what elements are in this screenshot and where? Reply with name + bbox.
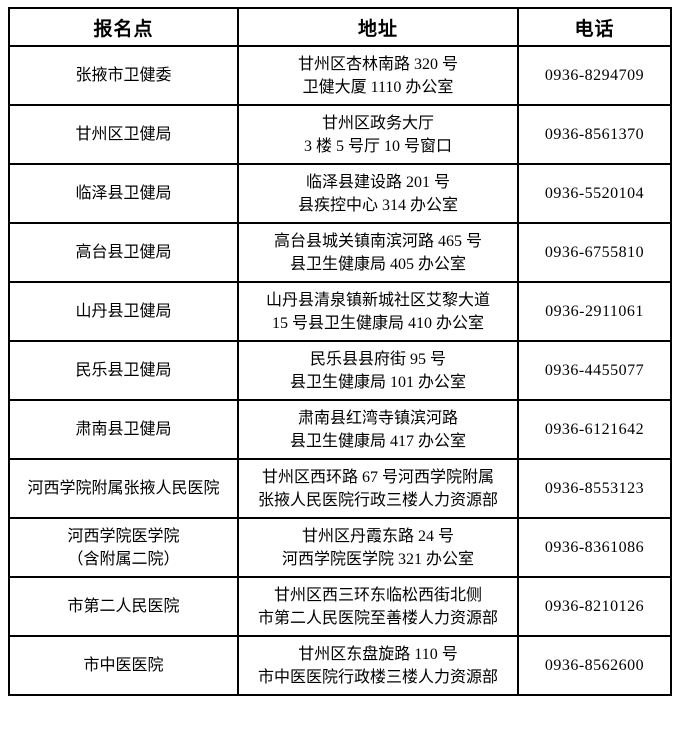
registration-site-cell: 山丹县卫健局 [8, 281, 239, 342]
cell-text-line: 张掖人民医院行政三楼人力资源部 [257, 491, 498, 509]
table-row: 张掖市卫健委 甘州区杏林南路 320 号卫健大厦 1110 办公室 0936-829… [8, 45, 672, 106]
address-cell: 高台县城关镇南滨河路 465 号县卫生健康局 405 办公室 [237, 222, 519, 283]
cell-text-line: 河西学院医学院 [67, 527, 180, 545]
registration-site-cell: 河西学院附属张掖人民医院 [8, 458, 239, 519]
cell-text-line: 临泽县卫健局 [75, 185, 172, 202]
cell-text-line: （含附属二院） [67, 550, 180, 568]
cell-text-line: 甘州区卫健局 [75, 126, 172, 143]
cell-text-line: 河西学院附属张掖人民医院 [27, 480, 220, 497]
header-row: 报名点 地址 电话 [8, 7, 672, 47]
phone-number: 0936-8210126 [544, 598, 645, 615]
address-cell: 甘州区政务大厅 3 楼 5 号厅 10 号窗口 [237, 104, 519, 165]
address-cell: 甘州区西环路 67 号河西学院附属 张掖人民医院行政三楼人力资源部 [237, 458, 519, 519]
table-row: 市第二人民医院 甘州区西三环东临松西街北侧 市第二人民医院至善楼人力资源部 0936-… [8, 576, 672, 637]
address-cell: 甘州区杏林南路 320 号卫健大厦 1110 办公室 [237, 45, 519, 106]
cell-text-line: 高台县卫健局 [75, 244, 172, 261]
phone-number: 0936-4455077 [544, 362, 645, 379]
cell-text-line: 甘州区西环路 67 号河西学院附属 [261, 468, 494, 486]
header-phone: 电话 [517, 7, 672, 47]
registration-site-cell: 河西学院医学院 （含附属二院） [8, 517, 239, 578]
registration-points-table: 报名点 地址 电话 张掖市卫健委 甘州区杏林南路 320 号卫健大厦 1110 办… [8, 7, 672, 696]
cell-text-line: 甘州区丹霞东路 24 号 [301, 527, 454, 545]
cell-text-line: 民乐县卫健局 [75, 362, 172, 379]
phone-number: 0936-5520104 [544, 185, 645, 202]
address-cell: 民乐县县府街 95 号县卫生健康局 101 办公室 [237, 340, 519, 401]
cell-text-line: 肃南县红湾寺镇滨河路 [297, 409, 458, 427]
header-address: 地址 [237, 7, 519, 47]
table-row: 河西学院医学院 （含附属二院） 甘州区丹霞东路 24 号河西学院医学院 321 办公… [8, 517, 672, 578]
table-row: 民乐县卫健局 民乐县县府街 95 号县卫生健康局 101 办公室 0936-4455… [8, 340, 672, 401]
phone-cell: 0936-8294709 [517, 45, 672, 106]
phone-cell: 0936-8553123 [517, 458, 672, 519]
table-row: 临泽县卫健局 临泽县建设路 201 号县疾控中心 314 办公室 0936-5520… [8, 163, 672, 224]
phone-number: 0936-8553123 [544, 480, 645, 497]
phone-cell: 0936-6121642 [517, 399, 672, 460]
cell-text-line: 临泽县建设路 201 号 [305, 173, 450, 191]
phone-cell: 0936-8561370 [517, 104, 672, 165]
cell-text-line: 高台县城关镇南滨河路 465 号 [273, 232, 482, 250]
cell-text-line: 县疾控中心 314 办公室 [297, 196, 458, 214]
phone-number: 0936-6121642 [544, 421, 645, 438]
cell-text-line: 县卫生健康局 101 办公室 [289, 373, 466, 391]
phone-number: 0936-8294709 [544, 67, 645, 84]
phone-cell: 0936-6755810 [517, 222, 672, 283]
phone-number: 0936-8361086 [544, 539, 645, 556]
registration-site-cell: 甘州区卫健局 [8, 104, 239, 165]
registration-site-cell: 高台县卫健局 [8, 222, 239, 283]
table-row: 高台县卫健局 高台县城关镇南滨河路 465 号县卫生健康局 405 办公室 0936… [8, 222, 672, 283]
cell-text-line: 市中医医院行政楼三楼人力资源部 [257, 668, 498, 686]
cell-text-line: 甘州区西三环东临松西街北侧 [273, 586, 482, 604]
address-cell: 临泽县建设路 201 号县疾控中心 314 办公室 [237, 163, 519, 224]
registration-site-cell: 市第二人民医院 [8, 576, 239, 637]
cell-text-line: 山丹县清泉镇新城社区艾黎大道 [265, 291, 490, 309]
address-cell: 甘州区东盘旋路 110 号市中医医院行政楼三楼人力资源部 [237, 635, 519, 696]
phone-number: 0936-8562600 [544, 657, 645, 674]
address-cell: 山丹县清泉镇新城社区艾黎大道 15 号县卫生健康局 410 办公室 [237, 281, 519, 342]
cell-text-line: 市中医医院 [83, 657, 164, 674]
phone-cell: 0936-2911061 [517, 281, 672, 342]
phone-number: 0936-2911061 [545, 303, 644, 320]
table-row: 山丹县卫健局 山丹县清泉镇新城社区艾黎大道 15 号县卫生健康局 410 办公室 09… [8, 281, 672, 342]
table-body: 张掖市卫健委 甘州区杏林南路 320 号卫健大厦 1110 办公室 0936-829… [8, 45, 672, 696]
cell-text-line: 市第二人民医院至善楼人力资源部 [257, 609, 498, 627]
header-site: 报名点 [8, 7, 239, 47]
address-cell: 甘州区丹霞东路 24 号河西学院医学院 321 办公室 [237, 517, 519, 578]
registration-site-cell: 肃南县卫健局 [8, 399, 239, 460]
table-row: 甘州区卫健局 甘州区政务大厅 3 楼 5 号厅 10 号窗口 0936-8561370 [8, 104, 672, 165]
cell-text-line: 3 楼 5 号厅 10 号窗口 [303, 137, 452, 155]
cell-text-line: 河西学院医学院 321 办公室 [281, 550, 474, 568]
table-row: 市中医医院 甘州区东盘旋路 110 号市中医医院行政楼三楼人力资源部 0936-85… [8, 635, 672, 696]
cell-text-line: 甘州区东盘旋路 110 号 [298, 645, 458, 663]
table-row: 河西学院附属张掖人民医院 甘州区西环路 67 号河西学院附属 张掖人民医院行政三楼人… [8, 458, 672, 519]
registration-site-cell: 民乐县卫健局 [8, 340, 239, 401]
cell-text-line: 甘州区政务大厅 [321, 114, 434, 132]
cell-text-line: 卫健大厦 1110 办公室 [302, 78, 454, 96]
cell-text-line: 山丹县卫健局 [75, 303, 172, 320]
table-row: 肃南县卫健局 肃南县红湾寺镇滨河路 县卫生健康局 417 办公室 0936-61216… [8, 399, 672, 460]
cell-text-line: 县卫生健康局 405 办公室 [289, 255, 466, 273]
registration-site-cell: 临泽县卫健局 [8, 163, 239, 224]
cell-text-line: 县卫生健康局 417 办公室 [289, 432, 466, 450]
phone-cell: 0936-8210126 [517, 576, 672, 637]
cell-text-line: 民乐县县府街 95 号 [309, 350, 446, 368]
phone-number: 0936-8561370 [544, 126, 645, 143]
phone-cell: 0936-4455077 [517, 340, 672, 401]
phone-number: 0936-6755810 [544, 244, 645, 261]
cell-text-line: 15 号县卫生健康局 410 办公室 [271, 314, 484, 332]
phone-cell: 0936-8562600 [517, 635, 672, 696]
registration-site-cell: 张掖市卫健委 [8, 45, 239, 106]
phone-cell: 0936-5520104 [517, 163, 672, 224]
cell-text-line: 甘州区杏林南路 320 号 [297, 55, 458, 73]
cell-text-line: 张掖市卫健委 [75, 67, 172, 84]
phone-cell: 0936-8361086 [517, 517, 672, 578]
address-cell: 肃南县红湾寺镇滨河路 县卫生健康局 417 办公室 [237, 399, 519, 460]
cell-text-line: 肃南县卫健局 [75, 421, 172, 438]
registration-site-cell: 市中医医院 [8, 635, 239, 696]
address-cell: 甘州区西三环东临松西街北侧 市第二人民医院至善楼人力资源部 [237, 576, 519, 637]
cell-text-line: 市第二人民医院 [67, 598, 180, 615]
